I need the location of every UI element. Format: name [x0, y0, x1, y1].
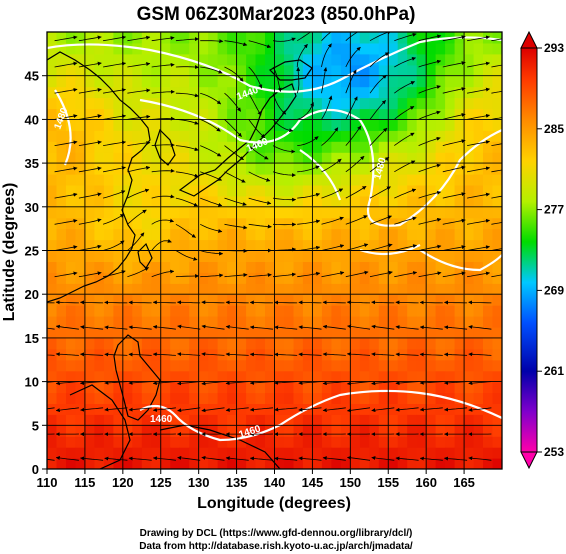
x-tick-label: 125 [150, 475, 172, 490]
y-tick-label: 30 [25, 200, 39, 215]
x-axis-label: Longitude (degrees) [197, 495, 351, 512]
height-contours [47, 36, 502, 442]
y-tick-label: 40 [25, 112, 39, 127]
y-tick-label: 20 [25, 287, 39, 302]
y-axis-ticks: 0 5 10 15 20 25 30 35 40 45 [25, 69, 47, 477]
colorbar-tick-label: 253 [544, 445, 564, 459]
coastlines [47, 51, 313, 469]
credit-drawing: Drawing by DCL (https://www.gfd-dennou.o… [140, 528, 413, 539]
map-title: GSM 06Z30Mar2023 (850.0hPa) [137, 4, 416, 25]
colorbar-tick-label: 269 [544, 283, 564, 297]
y-tick-label: 0 [32, 462, 39, 477]
x-tick-label: 130 [188, 475, 210, 490]
colorbar-tick-label: 293 [544, 41, 564, 55]
colorbar-ticks: 293 285 277 269 261 253 [537, 41, 564, 459]
colorbar-tick-label: 277 [544, 203, 564, 217]
x-tick-label: 110 [37, 475, 58, 490]
x-tick-label: 120 [112, 475, 134, 490]
y-tick-label: 45 [25, 69, 39, 84]
colorbar-min-arrow [520, 451, 538, 470]
y-tick-label: 5 [32, 418, 39, 433]
x-tick-label: 165 [453, 475, 475, 490]
map-plot: 1440 1460 1480 1460 1480 1460 [46, 31, 503, 470]
x-tick-label: 145 [302, 475, 324, 490]
colorbar: 293 285 277 269 261 253 [520, 30, 564, 470]
colorbar-max-arrow [520, 30, 538, 49]
colorbar-tick-label: 285 [544, 122, 564, 136]
x-tick-label: 155 [377, 475, 399, 490]
x-tick-label: 135 [226, 475, 248, 490]
x-tick-label: 160 [415, 475, 437, 490]
wind-streamlines [47, 32, 502, 461]
colorbar-tick-label: 261 [544, 364, 564, 378]
lat-lon-grid [47, 32, 502, 469]
credit-data: Data from http://database.rish.kyoto-u.a… [139, 541, 413, 552]
contour-label: 1460 [150, 414, 173, 425]
colorbar-gradient [520, 47, 538, 453]
y-axis-label: Latitude (degrees) [1, 183, 18, 322]
y-tick-label: 15 [25, 331, 39, 346]
x-tick-label: 115 [74, 475, 95, 490]
y-tick-label: 35 [25, 156, 39, 171]
x-tick-label: 150 [339, 475, 361, 490]
x-axis-ticks: 110 115 120 125 130 135 140 145 150 155 160 165 [37, 469, 475, 490]
y-tick-label: 25 [25, 244, 39, 259]
x-tick-label: 140 [264, 475, 286, 490]
y-tick-label: 10 [25, 375, 39, 390]
